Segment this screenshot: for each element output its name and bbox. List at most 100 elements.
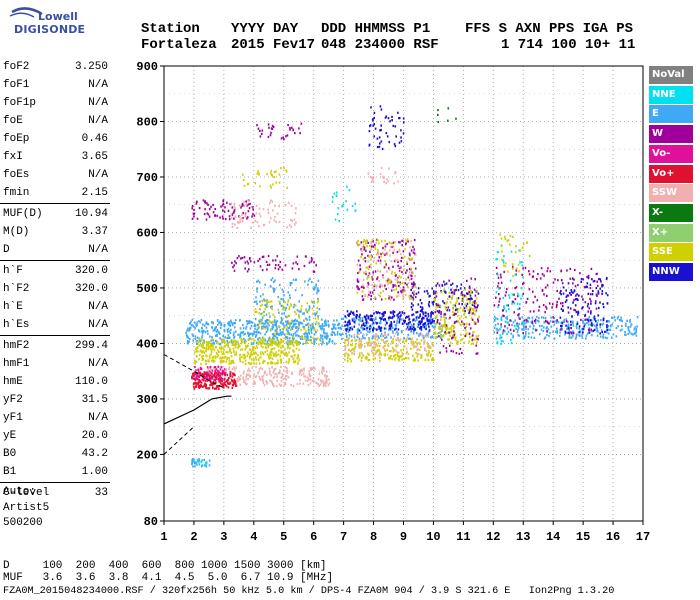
- echo-point: [287, 341, 289, 344]
- echo-point: [611, 316, 614, 319]
- echo-point: [389, 342, 392, 345]
- echo-point: [325, 337, 328, 340]
- echo-point: [204, 376, 206, 379]
- digisonde-logo: Lowell DIGISONDE: [4, 6, 85, 42]
- echo-point: [380, 108, 383, 111]
- echo-point: [363, 327, 365, 331]
- echo-point: [371, 350, 373, 353]
- echo-point: [214, 366, 217, 369]
- echo-point: [398, 284, 400, 288]
- echo-point: [466, 292, 468, 295]
- echo-point: [394, 353, 397, 356]
- echo-point: [287, 327, 290, 330]
- echo-point: [427, 323, 430, 326]
- echo-point: [502, 340, 504, 343]
- echo-point: [296, 319, 298, 322]
- echo-point: [316, 292, 318, 295]
- echo-point: [510, 341, 513, 344]
- echo-point: [323, 374, 326, 377]
- echo-point: [206, 329, 209, 333]
- echo-point: [250, 226, 252, 229]
- echo-point: [337, 323, 339, 327]
- echo-point: [533, 324, 535, 328]
- echo-point: [209, 374, 212, 377]
- echo-point: [384, 354, 386, 357]
- echo-point: [255, 356, 257, 359]
- echo-point: [239, 348, 242, 351]
- echo-point: [303, 312, 305, 315]
- echo-point: [317, 323, 320, 326]
- echo-point: [269, 344, 272, 347]
- echo-point: [436, 335, 438, 338]
- echo-point: [365, 355, 368, 358]
- echo-point: [308, 309, 310, 312]
- echo-point: [198, 381, 200, 384]
- x-tick-label: 6: [310, 530, 317, 544]
- echo-point: [596, 334, 599, 337]
- echo-point: [271, 344, 273, 347]
- echo-point: [211, 382, 213, 385]
- echo-point: [455, 340, 458, 343]
- echo-point: [410, 341, 412, 344]
- echo-point: [559, 316, 562, 319]
- echo-point: [272, 376, 275, 380]
- echo-point: [586, 305, 589, 308]
- echo-point: [244, 381, 246, 384]
- echo-point: [324, 382, 327, 385]
- echo-point: [345, 316, 348, 319]
- echo-point: [346, 357, 349, 360]
- echo-point: [295, 207, 297, 210]
- echo-point: [499, 287, 501, 290]
- echo-point: [431, 342, 433, 345]
- echo-point: [412, 354, 414, 357]
- echo-point: [455, 117, 457, 120]
- echo-point: [400, 266, 402, 269]
- param-row: foF2 3.250: [0, 58, 112, 76]
- echo-point: [361, 317, 364, 320]
- echo-point: [206, 322, 209, 325]
- echo-point: [242, 330, 245, 333]
- echo-point: [211, 342, 214, 345]
- echo-point: [273, 375, 276, 378]
- echo-point: [359, 318, 361, 321]
- echo-point: [545, 327, 548, 330]
- echo-point: [405, 316, 407, 319]
- echo-point: [508, 323, 510, 326]
- echo-point: [233, 210, 236, 213]
- echo-point: [221, 369, 224, 373]
- echo-point: [374, 296, 376, 299]
- echo-point: [218, 350, 220, 353]
- echo-point: [596, 324, 598, 327]
- echo-point: [552, 320, 554, 323]
- header-label-date: YYYY DAY: [231, 21, 299, 37]
- echo-point: [262, 341, 265, 344]
- echo-point: [574, 294, 577, 297]
- echo-point: [201, 459, 203, 462]
- echo-point: [601, 283, 603, 286]
- echo-point: [281, 351, 283, 354]
- echo-point: [241, 202, 244, 206]
- echo-point: [502, 259, 504, 262]
- echo-point: [386, 178, 388, 181]
- echo-point: [264, 299, 267, 302]
- echo-point: [525, 321, 528, 324]
- echo-point: [462, 308, 464, 311]
- echo-point: [251, 338, 253, 341]
- echo-point: [191, 459, 193, 462]
- echo-point: [375, 335, 378, 338]
- echo-point: [400, 276, 402, 279]
- echo-point: [522, 319, 525, 322]
- echo-point: [293, 320, 295, 323]
- echo-point: [462, 309, 464, 312]
- echo-point: [229, 371, 232, 374]
- echo-point: [208, 367, 211, 370]
- echo-point: [508, 296, 511, 299]
- echo-point: [596, 294, 598, 297]
- echo-point: [266, 340, 269, 343]
- echo-point: [574, 304, 577, 307]
- echo-point: [242, 212, 244, 215]
- echo-point: [503, 270, 505, 273]
- echo-point: [601, 331, 603, 334]
- echo-point: [285, 360, 288, 363]
- echo-point: [514, 251, 517, 254]
